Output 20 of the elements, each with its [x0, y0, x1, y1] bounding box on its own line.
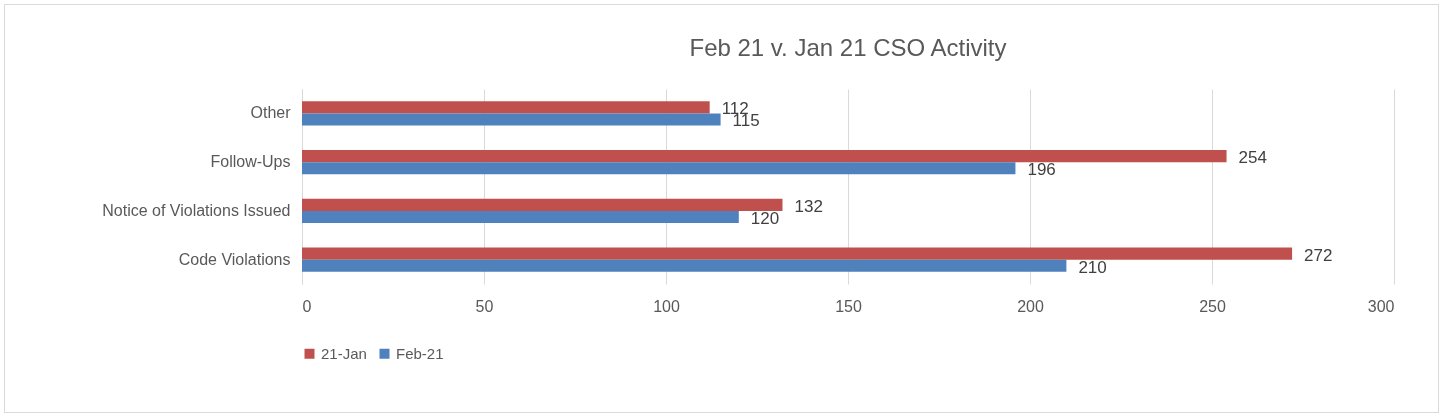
y-tick-label: Notice of Violations Issued	[102, 201, 291, 219]
x-tick-label: 150	[835, 297, 862, 315]
data-label: 272	[1304, 245, 1333, 265]
chart-title: Feb 21 v. Jan 21 CSO Activity	[689, 34, 1007, 61]
data-label: 254	[1238, 148, 1267, 168]
x-tick-label: 50	[475, 297, 494, 315]
x-tick-label: 200	[1017, 297, 1044, 315]
data-label: 196	[1027, 160, 1056, 180]
data-label: 120	[750, 208, 780, 228]
data-label: 132	[794, 196, 823, 216]
x-tick-label: 250	[1199, 297, 1226, 315]
x-tick-label: 300	[1367, 297, 1395, 315]
x-tick-label: 0	[302, 297, 312, 315]
y-tick-label: Follow-Ups	[210, 153, 291, 171]
legend-label: 21-Jan	[321, 344, 367, 362]
y-tick-label: Code Violations	[178, 250, 291, 268]
y-tick-label: Other	[250, 104, 292, 122]
data-label: 210	[1078, 257, 1107, 277]
x-tick-label: 100	[653, 297, 680, 315]
legend-label: Feb-21	[396, 344, 444, 362]
